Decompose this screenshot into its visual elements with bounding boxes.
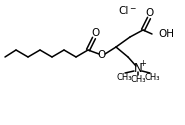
Text: O: O: [98, 50, 106, 60]
Text: CH₃: CH₃: [116, 72, 132, 82]
Text: CH₃: CH₃: [144, 72, 160, 82]
Text: −: −: [129, 4, 135, 14]
Text: O: O: [91, 28, 99, 38]
Text: OH: OH: [158, 29, 174, 39]
Text: CH₃: CH₃: [130, 76, 146, 84]
Text: +: +: [139, 60, 147, 68]
Text: Cl: Cl: [118, 6, 128, 16]
Text: O: O: [145, 8, 153, 18]
Text: N: N: [134, 62, 142, 74]
